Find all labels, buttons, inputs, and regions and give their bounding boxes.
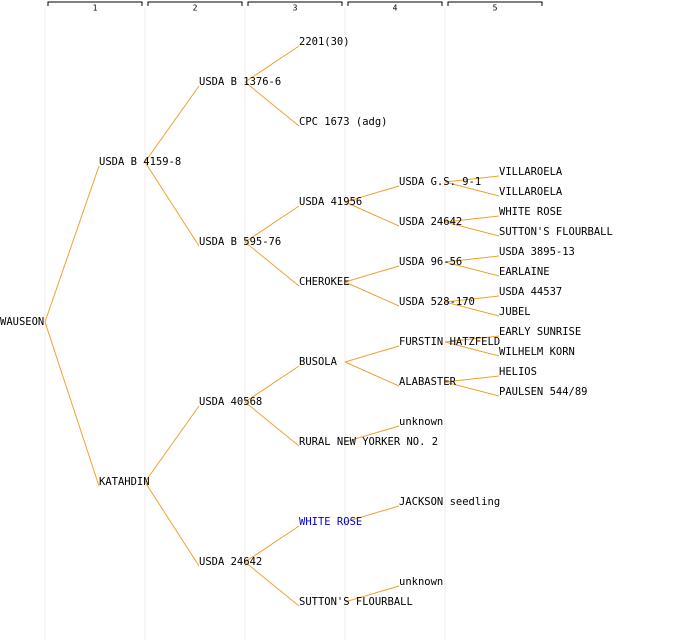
node-label: USDA 24642 bbox=[199, 556, 262, 568]
node-label: USDA 3895-13 bbox=[499, 246, 575, 258]
node-label: HELIOS bbox=[499, 366, 537, 378]
edge bbox=[444, 215, 500, 223]
edge bbox=[444, 381, 500, 397]
node-label: USDA 96-56 bbox=[399, 256, 462, 268]
edge bbox=[344, 265, 400, 283]
column-bracket bbox=[347, 1, 443, 6]
node-label: EARLAINE bbox=[499, 266, 550, 278]
column-bracket bbox=[147, 1, 243, 6]
node-label: ALABASTER bbox=[399, 376, 457, 388]
edge bbox=[144, 161, 200, 247]
node-label[interactable]: WHITE ROSE bbox=[299, 516, 362, 528]
node-label: VILLAROELA bbox=[499, 166, 563, 178]
node-label: USDA B 1376-6 bbox=[199, 76, 281, 88]
edge bbox=[444, 301, 500, 317]
node-label: USDA 24642 bbox=[399, 216, 462, 228]
edge bbox=[444, 295, 500, 303]
node-label: USDA 40568 bbox=[199, 396, 262, 408]
edge bbox=[244, 45, 300, 83]
column-header: 3 bbox=[293, 4, 298, 13]
node-label: WAUSEON bbox=[0, 316, 44, 328]
node-label: USDA 528-170 bbox=[399, 296, 475, 308]
edge bbox=[344, 361, 400, 387]
edge bbox=[344, 185, 400, 203]
edge bbox=[244, 205, 300, 243]
edge bbox=[244, 401, 300, 447]
edge bbox=[444, 341, 500, 357]
edge bbox=[244, 81, 300, 127]
node-label: USDA B 595-76 bbox=[199, 236, 281, 248]
edge bbox=[244, 561, 300, 607]
edge bbox=[344, 585, 400, 603]
edge bbox=[344, 425, 400, 443]
node-label: JACKSON seedling bbox=[399, 496, 500, 508]
edge bbox=[344, 281, 400, 307]
edge bbox=[444, 261, 500, 277]
node-label: USDA 44537 bbox=[499, 286, 562, 298]
edge bbox=[44, 165, 100, 323]
node-label: VILLAROELA bbox=[499, 186, 563, 198]
node-label: unknown bbox=[399, 576, 443, 588]
column-header: 2 bbox=[193, 4, 198, 13]
node-label: USDA 41956 bbox=[299, 196, 362, 208]
node-label: WHITE ROSE bbox=[499, 206, 562, 218]
node-label: RURAL NEW YORKER NO. 2 bbox=[299, 436, 438, 448]
edge bbox=[244, 365, 300, 403]
column-bracket bbox=[447, 1, 543, 6]
node-label: JUBEL bbox=[499, 306, 531, 318]
edge bbox=[444, 255, 500, 263]
column-bracket bbox=[247, 1, 343, 6]
column-header: 4 bbox=[393, 4, 398, 13]
node-label: CHEROKEE bbox=[299, 276, 350, 288]
edge bbox=[444, 221, 500, 237]
node-label: WILHELM KORN bbox=[499, 346, 575, 358]
node-label: SUTTON'S FLOURBALL bbox=[299, 596, 413, 608]
edge bbox=[244, 525, 300, 563]
edge bbox=[344, 345, 400, 363]
node-label: PAULSEN 544/89 bbox=[499, 386, 588, 398]
edge bbox=[344, 201, 400, 227]
node-label: EARLY SUNRISE bbox=[499, 326, 581, 338]
column-header: 5 bbox=[493, 4, 498, 13]
node-label: unknown bbox=[399, 416, 443, 428]
column-bracket bbox=[47, 1, 143, 6]
edge bbox=[244, 241, 300, 287]
node-label: USDA B 4159-8 bbox=[99, 156, 181, 168]
edge bbox=[444, 181, 500, 197]
node-label: 2201(30) bbox=[299, 36, 350, 48]
edge bbox=[344, 505, 400, 523]
edge bbox=[144, 405, 200, 483]
edge bbox=[144, 85, 200, 163]
node-label: SUTTON'S FLOURBALL bbox=[499, 226, 613, 238]
node-label: CPC 1673 (adg) bbox=[299, 116, 388, 128]
edge bbox=[444, 175, 500, 183]
edge bbox=[444, 335, 500, 343]
edge bbox=[144, 481, 200, 567]
edge bbox=[444, 375, 500, 383]
edge bbox=[44, 321, 100, 487]
column-header: 1 bbox=[93, 4, 98, 13]
node-label: FURSTIN HATZFELD bbox=[399, 336, 500, 348]
node-label: USDA G.S. 9-1 bbox=[399, 176, 481, 188]
node-label: KATAHDIN bbox=[99, 476, 150, 488]
node-label: BUSOLA bbox=[299, 356, 338, 368]
